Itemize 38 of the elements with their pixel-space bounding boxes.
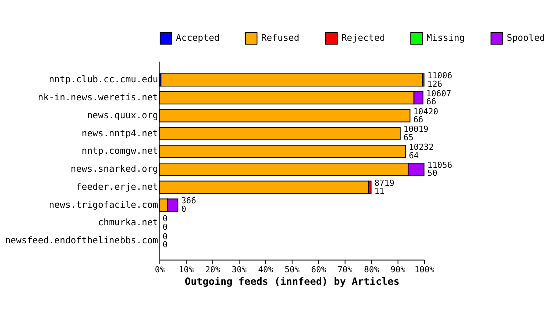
x-tick-label: 100% [414, 264, 435, 275]
x-tick-label: 90% [390, 264, 406, 275]
x-tick-label: 20% [206, 264, 220, 275]
y-tick-label: news.nntp4.net [82, 129, 158, 140]
y-tick-label: nntp.comgw.net [82, 147, 158, 158]
bar [160, 74, 424, 87]
annotation: 10607 66 [426, 88, 452, 107]
x-axis-title: Outgoing feeds (innfeed) by Articles [185, 276, 400, 288]
annotation: 11006 126 [428, 70, 452, 89]
legend-label: Refused [261, 34, 300, 44]
y-tick-label: news.snarked.org [70, 165, 158, 176]
legend-label: Missing [426, 34, 466, 44]
legend-label: Rejected [342, 34, 386, 44]
annotation: 8719 11 [374, 178, 395, 196]
x-tick-label: 10% [179, 264, 194, 275]
annotation: 0 0 [162, 231, 168, 250]
annotation: 366 0 [181, 196, 196, 214]
annotation: 10232 64 [409, 142, 434, 160]
annotation: 10420 66 [414, 106, 438, 125]
annotation: 0 0 [162, 214, 168, 232]
x-tick-label: 50% [284, 264, 300, 275]
x-tick-label: 60% [311, 264, 326, 275]
x-tick-label: 0% [155, 264, 166, 275]
annotation: 11056 50 [428, 160, 452, 178]
legend-label: Accepted [176, 34, 220, 44]
y-tick-label: news.trigofacile.com [49, 200, 159, 211]
y-tick-label: news.quux.org [87, 111, 158, 122]
x-tick-label: 30% [232, 264, 247, 275]
y-tick-label: nk-in.news.weretis.net [38, 94, 158, 104]
y-tick-label: nntp.club.cc.cmu.edu [49, 76, 158, 86]
y-tick-label: newsfeed.endofthelinebbs.com [5, 236, 159, 247]
y-tick-label: chmurka.net [98, 218, 158, 229]
x-tick-label: 80% [364, 264, 380, 275]
legend-label: Spooled [506, 34, 546, 44]
x-tick-label: 70% [338, 264, 353, 275]
y-tick-label: feeder.erje.net [76, 182, 158, 193]
annotation: 10019 65 [404, 124, 429, 142]
x-tick-label: 40% [258, 264, 274, 275]
